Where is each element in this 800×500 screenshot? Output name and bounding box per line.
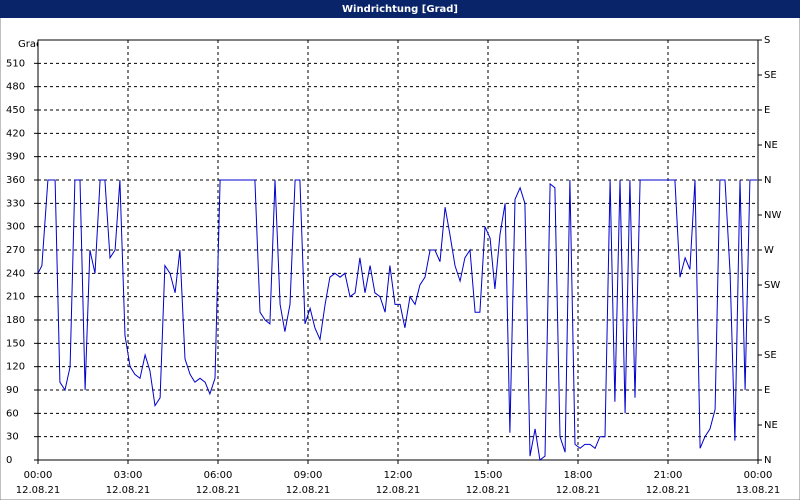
x-tick-date: 12.08.21 [556, 485, 601, 496]
y2-tick-label: NE [764, 140, 778, 151]
y2-tick-label: E [764, 105, 770, 116]
y-tick-label: 90 [6, 385, 19, 396]
x-tick-date: 13.08.21 [736, 485, 781, 496]
x-tick-label: 09:00 [294, 470, 323, 481]
y-tick-label: 390 [6, 152, 25, 163]
y-axis-label: Grad [18, 39, 42, 50]
y2-tick-label: NW [764, 210, 781, 221]
y-tick-label: 450 [6, 105, 25, 116]
y2-tick-label: SE [764, 70, 777, 81]
y-tick-label: 30 [6, 432, 19, 443]
x-tick-date: 12.08.21 [466, 485, 511, 496]
y2-tick-label: SE [764, 350, 777, 361]
y-tick-label: 60 [6, 408, 19, 419]
y-tick-label: 420 [6, 128, 25, 139]
x-tick-date: 12.08.21 [286, 485, 331, 496]
y2-tick-label: E [764, 385, 770, 396]
y-tick-label: 150 [6, 338, 25, 349]
x-tick-date: 12.08.21 [106, 485, 151, 496]
y-tick-label: 210 [6, 292, 25, 303]
y-tick-label: 510 [6, 58, 25, 69]
x-tick-label: 00:00 [744, 470, 773, 481]
title-bar [0, 0, 800, 18]
y-tick-label: 360 [6, 175, 25, 186]
x-tick-label: 12:00 [384, 470, 413, 481]
y2-tick-label: W [764, 245, 774, 256]
x-tick-date: 12.08.21 [196, 485, 241, 496]
y-tick-label: 180 [6, 315, 25, 326]
x-tick-label: 00:00 [24, 470, 53, 481]
y-tick-label: 300 [6, 222, 25, 233]
data-line [37, 179, 758, 461]
y-tick-label: 0 [6, 455, 12, 466]
y-tick-label: 120 [6, 362, 25, 373]
x-tick-date: 12.08.21 [376, 485, 421, 496]
y-tick-label: 240 [6, 268, 25, 279]
y2-tick-label: N [764, 455, 771, 466]
x-tick-label: 06:00 [204, 470, 233, 481]
y-tick-label: 480 [6, 82, 25, 93]
x-tick-label: 15:00 [474, 470, 503, 481]
y2-tick-label: S [764, 315, 770, 326]
y-tick-label: 330 [6, 198, 25, 209]
y2-tick-label: NE [764, 420, 778, 431]
y2-tick-label: S [764, 35, 770, 46]
y2-tick-label: SW [764, 280, 780, 291]
y2-tick-label: N [764, 175, 771, 186]
x-tick-date: 12.08.21 [646, 485, 691, 496]
x-tick-label: 21:00 [654, 470, 683, 481]
chart-title: Windrichtung [Grad] [342, 4, 458, 15]
x-tick-label: 03:00 [114, 470, 143, 481]
x-tick-label: 18:00 [564, 470, 593, 481]
x-tick-date: 12.08.21 [16, 485, 61, 496]
y-tick-label: 270 [6, 245, 25, 256]
